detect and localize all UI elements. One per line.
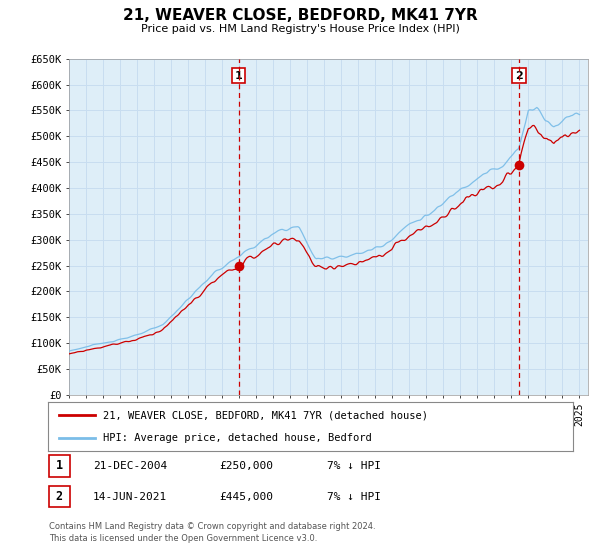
Text: 1: 1 <box>56 459 63 473</box>
Text: 21, WEAVER CLOSE, BEDFORD, MK41 7YR (detached house): 21, WEAVER CLOSE, BEDFORD, MK41 7YR (det… <box>103 410 428 421</box>
Text: 2: 2 <box>515 71 523 81</box>
Text: Price paid vs. HM Land Registry's House Price Index (HPI): Price paid vs. HM Land Registry's House … <box>140 24 460 34</box>
Text: 7% ↓ HPI: 7% ↓ HPI <box>327 461 381 471</box>
Text: HPI: Average price, detached house, Bedford: HPI: Average price, detached house, Bedf… <box>103 433 372 444</box>
Text: This data is licensed under the Open Government Licence v3.0.: This data is licensed under the Open Gov… <box>49 534 317 543</box>
Text: £250,000: £250,000 <box>219 461 273 471</box>
Text: 21, WEAVER CLOSE, BEDFORD, MK41 7YR: 21, WEAVER CLOSE, BEDFORD, MK41 7YR <box>122 8 478 24</box>
Text: 1: 1 <box>235 71 242 81</box>
Text: 7% ↓ HPI: 7% ↓ HPI <box>327 492 381 502</box>
Text: 14-JUN-2021: 14-JUN-2021 <box>93 492 167 502</box>
Text: 2: 2 <box>56 490 63 503</box>
Text: 21-DEC-2004: 21-DEC-2004 <box>93 461 167 471</box>
Text: Contains HM Land Registry data © Crown copyright and database right 2024.: Contains HM Land Registry data © Crown c… <box>49 522 376 531</box>
Text: £445,000: £445,000 <box>219 492 273 502</box>
